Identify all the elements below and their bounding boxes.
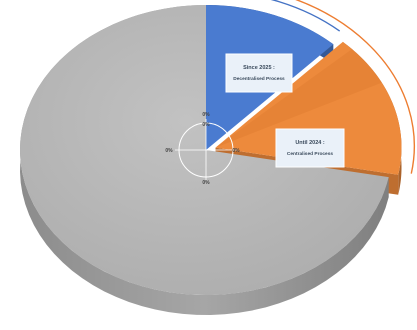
- dial-label: 0%: [202, 180, 210, 186]
- dial-label: 0%: [165, 148, 173, 154]
- slice-label-subtitle: Centralised Process: [287, 151, 333, 157]
- slice-shade-1: [215, 49, 382, 148]
- dial-label: 0%: [202, 122, 210, 128]
- slice-label-box: [225, 53, 293, 93]
- slice-label-title: Since 2025 :: [243, 65, 275, 71]
- dial-label: 0%: [202, 112, 210, 118]
- dial-label: 0%: [232, 148, 240, 154]
- outer-arc-1: [270, 0, 341, 32]
- pie-slice-1: [215, 41, 402, 175]
- slice-label-subtitle: Decentralised Process: [233, 76, 285, 82]
- outer-arc-0: [295, 0, 416, 174]
- slice-label-title: Until 2024 :: [295, 140, 325, 146]
- slice-label-box: [275, 128, 345, 168]
